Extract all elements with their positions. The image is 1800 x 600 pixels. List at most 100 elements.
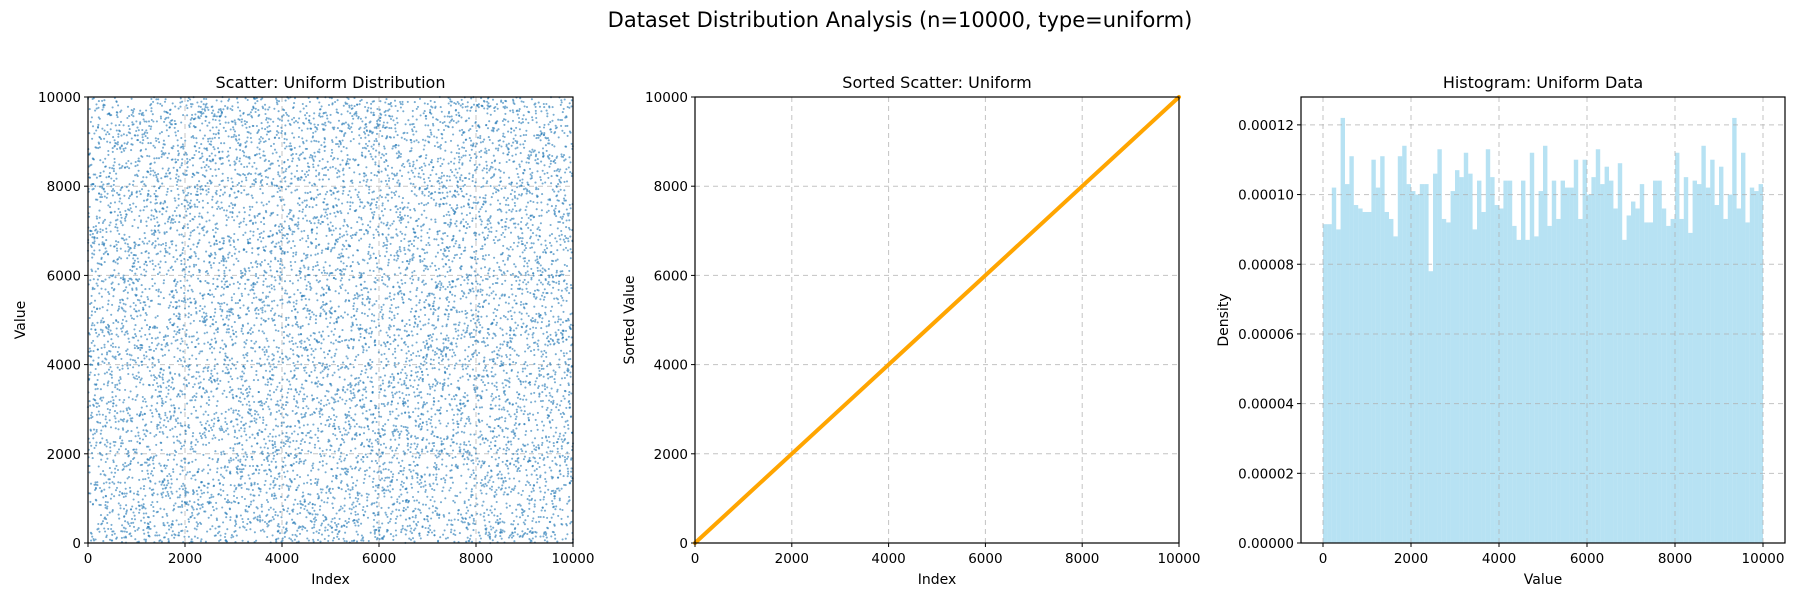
scatter-point [127,451,130,454]
scatter-point [222,256,225,259]
scatter-point [117,481,120,484]
scatter-point [159,260,162,263]
scatter-point [217,111,220,114]
scatter-point [150,299,153,302]
scatter-point [246,113,249,116]
scatter-point [99,174,102,177]
scatter-point [261,421,265,424]
scatter-point [94,481,97,484]
scatter-point [124,527,127,530]
scatter-point [215,99,218,102]
scatter-point [250,284,253,287]
scatter-point [262,237,265,240]
scatter-point [183,257,186,260]
scatter-point [183,484,186,487]
scatter-point [244,458,247,461]
scatter-point [146,430,149,433]
scatter-point [171,240,174,243]
scatter-point [234,524,237,527]
scatter-point [276,400,279,403]
scatter-point [238,441,241,444]
scatter-point [173,407,176,410]
scatter-point [134,272,137,275]
scatter-point [186,157,189,160]
scatter-point [188,461,191,464]
scatter-point [139,122,142,125]
scatter-point [121,165,124,168]
scatter-point [241,448,244,451]
scatter-point [277,537,280,540]
scatter-point [110,313,113,316]
scatter-point [174,284,177,288]
scatter-point [175,206,178,209]
scatter-point [326,528,329,532]
scatter-point [217,168,220,171]
scatter-point [309,288,312,291]
scatter-point [99,200,102,203]
scatter-point [189,102,192,106]
scatter-point [126,353,129,356]
scatter-point [96,321,99,324]
scatter-point [148,358,151,361]
scatter-point [193,394,196,397]
scatter-point [113,495,116,498]
scatter-point [127,250,130,253]
scatter-point [155,120,158,123]
scatter-point [131,265,134,268]
scatter-point [211,374,214,378]
scatter-point [130,522,133,525]
scatter-point [316,97,319,100]
scatter-point [125,509,128,512]
scatter-point [118,200,121,203]
scatter-point [155,210,158,213]
scatter-point [136,126,139,129]
scatter-point [294,120,298,123]
scatter-point [170,478,173,481]
scatter-point [277,187,280,190]
scatter-point [111,303,114,306]
scatter-point [138,243,141,246]
scatter-point [211,118,215,121]
scatter-point [145,270,148,273]
scatter-point [286,158,289,161]
scatter-point [149,456,153,459]
scatter-point [137,169,140,172]
scatter-point [312,166,315,169]
scatter-point [127,372,130,376]
scatter-point [269,130,272,133]
scatter-point [173,119,176,123]
scatter-point [169,486,172,489]
scatter-point [151,241,155,245]
scatter-point [153,217,156,220]
scatter-point [325,302,328,306]
scatter-point [182,284,185,287]
scatter-point [181,488,185,491]
scatter-point [302,387,305,390]
scatter-point [302,407,305,410]
scatter-point [164,261,167,264]
scatter-point [260,364,263,367]
scatter-point [260,400,263,403]
scatter-point [205,269,209,273]
scatter-point [237,134,241,137]
scatter-point [209,160,212,163]
scatter-point [223,142,226,145]
scatter-point [109,450,112,453]
scatter-point [99,328,102,331]
scatter-point [248,172,251,175]
scatter-point [231,215,234,219]
scatter-point [211,228,215,232]
scatter-point [97,373,100,376]
scatter-point [106,131,109,134]
scatter-point [225,266,228,269]
scatter-point [168,293,171,296]
scatter-point [313,443,317,446]
scatter-point [130,210,133,213]
scatter-point [127,454,130,457]
scatter-point [283,137,286,140]
scatter-point [208,496,211,500]
scatter-point [201,152,204,155]
scatter-point [178,318,181,321]
scatter-point [167,388,170,391]
scatter-point [130,517,134,520]
